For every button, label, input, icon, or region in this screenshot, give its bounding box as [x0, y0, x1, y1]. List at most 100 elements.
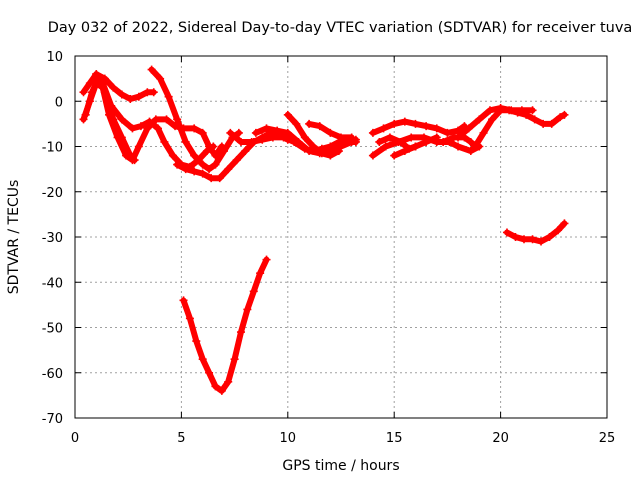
data-point: [109, 83, 118, 92]
data-point: [251, 128, 260, 137]
data-point: [517, 106, 526, 115]
data-point: [294, 137, 303, 146]
data-point: [162, 115, 171, 124]
data-point: [545, 233, 554, 241]
data-point: [315, 122, 324, 131]
data-point: [283, 110, 292, 119]
data-point: [226, 128, 235, 137]
data-point: [198, 128, 207, 137]
data-point: [109, 115, 118, 124]
data-point: [185, 314, 194, 323]
data-point: [230, 355, 239, 364]
data-point: [92, 70, 101, 79]
data-point: [217, 386, 226, 395]
series-group: [79, 65, 569, 395]
data-point: [205, 165, 214, 174]
y-tick-label: -60: [42, 367, 63, 382]
data-point: [454, 126, 463, 135]
data-point: [407, 133, 416, 142]
data-point: [511, 233, 520, 241]
data-point: [502, 228, 511, 237]
data-point: [283, 128, 292, 137]
series-line: [148, 66, 242, 173]
data-point: [556, 113, 565, 122]
data-point: [560, 219, 569, 228]
data-point: [432, 124, 441, 133]
data-point: [273, 126, 282, 135]
data-point: [192, 337, 201, 346]
data-point: [134, 142, 143, 151]
data-point: [443, 128, 452, 137]
data-point: [224, 377, 233, 386]
data-point: [107, 101, 116, 110]
y-tick-label: -30: [42, 231, 63, 246]
data-point: [215, 174, 224, 183]
data-point: [400, 117, 409, 126]
data-point: [190, 167, 199, 176]
y-tick-label: -40: [42, 276, 63, 291]
x-axis-label: GPS time / hours: [282, 458, 399, 474]
data-point: [181, 165, 190, 174]
data-point: [466, 137, 475, 146]
data-point: [232, 156, 241, 165]
x-tick-label: 25: [599, 431, 616, 446]
data-point: [243, 305, 252, 314]
data-point: [375, 137, 384, 146]
data-point: [507, 106, 516, 115]
data-point: [207, 174, 216, 183]
data-point: [454, 133, 463, 142]
data-point: [211, 160, 220, 169]
series-line: [369, 118, 468, 136]
data-point: [454, 142, 463, 151]
x-tick-label: 20: [492, 431, 509, 446]
data-point: [466, 147, 475, 156]
data-point: [262, 255, 271, 264]
data-point: [337, 133, 345, 142]
data-point: [396, 137, 405, 146]
data-point: [496, 104, 505, 113]
series-line: [180, 256, 270, 394]
data-point: [236, 328, 245, 337]
y-tick-label: -10: [42, 141, 63, 156]
data-point: [400, 147, 409, 156]
x-tick-label: 15: [386, 431, 403, 446]
data-point: [479, 128, 488, 137]
data-point: [209, 142, 218, 151]
data-point: [98, 79, 107, 88]
data-point: [422, 137, 431, 146]
data-point: [368, 128, 377, 137]
data-point: [539, 119, 548, 128]
data-point: [464, 124, 473, 133]
data-point: [126, 151, 135, 160]
data-point: [390, 151, 399, 160]
data-point: [439, 137, 448, 146]
data-point: [224, 165, 233, 174]
data-point: [292, 119, 301, 128]
series-trace-r: [179, 255, 271, 395]
data-point: [211, 382, 220, 391]
y-tick-label: 10: [46, 50, 63, 65]
series-trace-i: [283, 110, 343, 160]
data-point: [156, 74, 165, 83]
data-point: [147, 65, 156, 74]
data-point: [347, 133, 356, 142]
data-point: [136, 122, 145, 131]
data-point: [134, 92, 143, 101]
data-point: [198, 160, 207, 169]
data-point: [198, 169, 207, 178]
data-point: [128, 124, 137, 133]
data-point: [305, 119, 314, 128]
data-point: [241, 147, 250, 156]
data-point: [305, 147, 314, 156]
x-tick-label: 10: [280, 431, 297, 446]
data-point: [528, 106, 537, 115]
series-trace-h: [251, 124, 360, 158]
data-point: [326, 128, 335, 137]
y-tick-label: -70: [42, 412, 63, 427]
data-point: [309, 142, 318, 151]
data-point: [471, 142, 480, 151]
data-point: [256, 269, 265, 278]
x-tick-label: 5: [177, 431, 185, 446]
data-point: [528, 235, 537, 244]
data-point: [190, 151, 199, 160]
